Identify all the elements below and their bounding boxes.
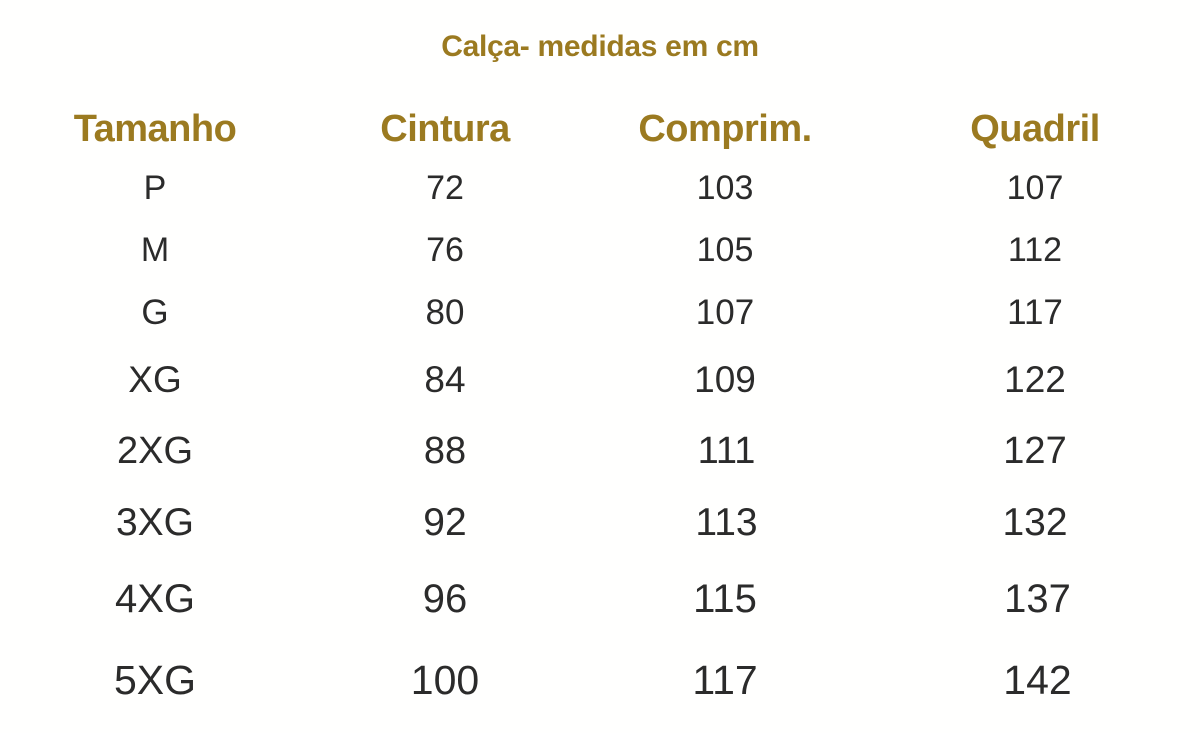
column-header-hip: Quadril bbox=[970, 108, 1100, 150]
cell-hip: 132 bbox=[1002, 501, 1068, 544]
table-row: XG 84 109 122 bbox=[0, 345, 1200, 415]
cell-hip: 122 bbox=[1004, 359, 1066, 400]
cell-size: XG bbox=[128, 359, 182, 400]
table-header-row: Tamanho Cintura Comprim. Quadril bbox=[0, 108, 1200, 157]
cell-size: 2XG bbox=[116, 429, 194, 472]
cell-length: 107 bbox=[695, 293, 755, 332]
column-header-length: Comprim. bbox=[638, 108, 812, 150]
cell-size: P bbox=[143, 168, 167, 207]
cell-waist: 72 bbox=[426, 168, 464, 207]
cell-hip: 117 bbox=[1007, 293, 1063, 332]
cell-size: 5XG bbox=[113, 656, 197, 703]
column-header-size: Tamanho bbox=[73, 108, 237, 150]
cell-length: 113 bbox=[695, 501, 758, 544]
cell-size: 3XG bbox=[115, 501, 195, 544]
cell-waist: 92 bbox=[423, 501, 467, 544]
cell-size: 4XG bbox=[114, 576, 196, 621]
table-row: 2XG 88 111 127 bbox=[0, 415, 1200, 487]
cell-waist: 96 bbox=[422, 576, 468, 621]
table-row: G 80 107 117 bbox=[0, 281, 1200, 345]
table-row: 3XG 92 113 132 bbox=[0, 487, 1200, 559]
table-row: M 76 105 112 bbox=[0, 219, 1200, 281]
cell-length: 115 bbox=[693, 576, 757, 621]
table-row: 4XG 96 115 137 bbox=[0, 559, 1200, 639]
cell-hip: 142 bbox=[1003, 656, 1072, 703]
table-row: P 72 103 107 bbox=[0, 157, 1200, 219]
cell-hip: 137 bbox=[1004, 576, 1071, 621]
cell-length: 111 bbox=[697, 429, 756, 472]
cell-size: G bbox=[141, 293, 169, 332]
cell-waist: 80 bbox=[425, 293, 465, 332]
page-title: Calça- medidas em cm bbox=[441, 30, 759, 63]
cell-length: 109 bbox=[694, 359, 756, 400]
cell-hip: 112 bbox=[1007, 230, 1063, 269]
cell-waist: 84 bbox=[424, 359, 466, 400]
cell-length: 103 bbox=[696, 168, 754, 207]
measurements-table: Tamanho Cintura Comprim. Quadril P 72 10… bbox=[0, 108, 1200, 721]
table-row: 5XG 100 117 142 bbox=[0, 639, 1200, 721]
cell-length: 117 bbox=[692, 656, 758, 703]
cell-hip: 107 bbox=[1006, 168, 1064, 207]
cell-waist: 88 bbox=[423, 429, 467, 472]
cell-size: M bbox=[140, 230, 170, 269]
cell-waist: 76 bbox=[426, 230, 464, 269]
column-header-waist: Cintura bbox=[380, 108, 510, 150]
cell-length: 105 bbox=[696, 230, 754, 269]
cell-hip: 127 bbox=[1003, 429, 1067, 472]
cell-waist: 100 bbox=[410, 656, 480, 703]
